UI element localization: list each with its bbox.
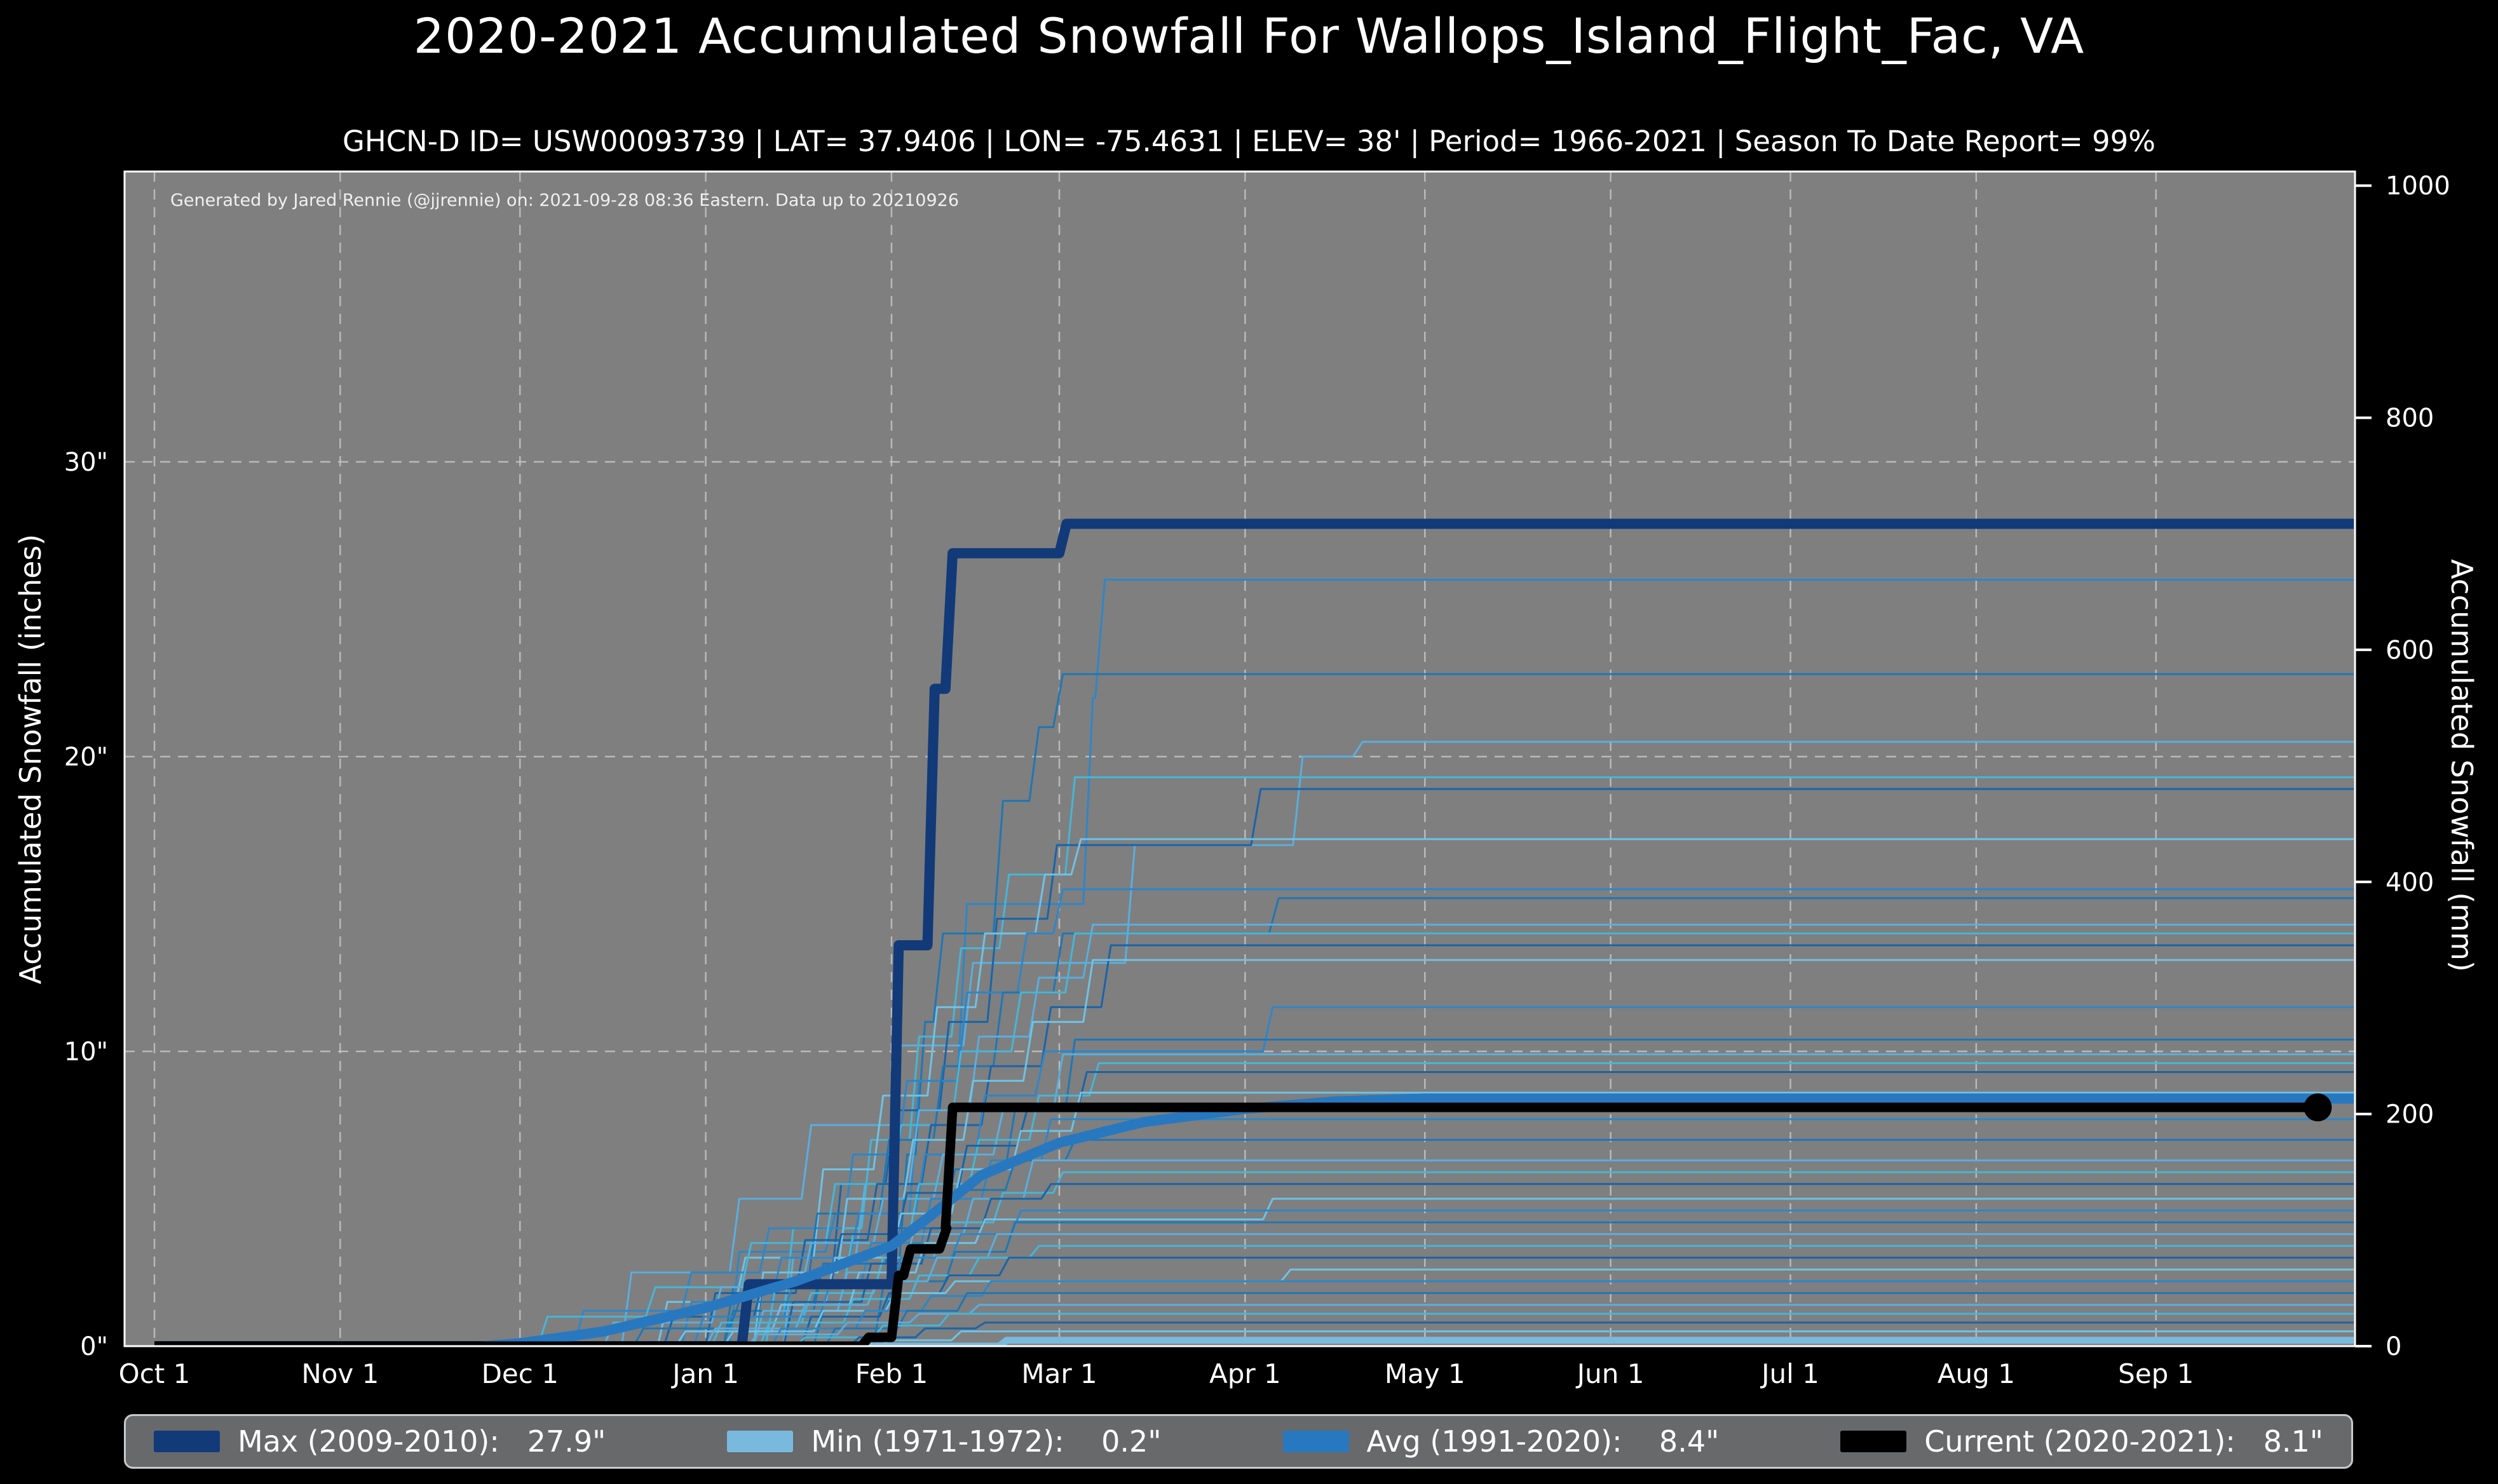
historical-season-line: [154, 888, 2354, 1346]
current-season-end-dot: [2304, 1093, 2332, 1122]
main-series-lines: [154, 518, 2354, 1346]
x-tick-label: Mar 1: [1021, 1358, 1097, 1389]
y-tick-label-mm: 800: [2386, 404, 2434, 433]
historical-season-lines: [154, 579, 2354, 1346]
legend-item-min: Min (1971-1972): 0.2": [727, 1424, 1161, 1459]
plot-panel: [125, 172, 2355, 1346]
legend-item-current: Current (2020-2021): 8.1": [1840, 1424, 2323, 1459]
y-tick-label-inches: 20": [64, 743, 108, 772]
attribution-note: Generated by Jared Rennie (@jjrennie) on…: [170, 191, 960, 210]
legend-item-max: Max (2009-2010): 27.9": [154, 1424, 606, 1459]
y-axis-ticks-inches: 0" 10" 20" 30": [64, 448, 108, 1361]
current-line-swatch: [1840, 1431, 1907, 1452]
y-tick-label-inches: 10": [64, 1037, 108, 1067]
legend-item-avg: Avg (1991-2020): 8.4": [1282, 1424, 1720, 1459]
x-tick-label: Jan 1: [670, 1358, 739, 1389]
legend-label-avg: Avg (1991-2020): 8.4": [1366, 1424, 1720, 1459]
historical-season-line: [154, 1304, 2354, 1346]
x-tick-label: Sep 1: [2118, 1358, 2194, 1389]
max-line-swatch: [154, 1431, 220, 1452]
page-title: 2020-2021 Accumulated Snowfall For Wallo…: [413, 8, 2085, 64]
y-tick-label-mm: 400: [2386, 868, 2434, 897]
y-axis-label-mm: Accumulated Snowfall (mm): [2445, 559, 2479, 972]
x-tick-label: Feb 1: [855, 1358, 928, 1389]
historical-season-line: [154, 1233, 2354, 1346]
x-tick-label: Jul 1: [1760, 1358, 1819, 1389]
plot-spines: [123, 170, 2356, 1347]
x-tick-label: Nov 1: [301, 1358, 379, 1389]
historical-season-line: [154, 1330, 2354, 1346]
x-tick-label: Dec 1: [482, 1358, 559, 1389]
current-2020-2021--line: [154, 1102, 2318, 1346]
y-axis-label-inches: Accumulated Snowfall (inches): [13, 534, 48, 985]
y-tick-label-mm: 600: [2386, 636, 2434, 665]
min-1971-1972--line: [154, 1337, 2354, 1346]
legend: Max (2009-2010): 27.9" Min (1971-1972): …: [124, 1414, 2353, 1469]
y-tick-label-inches: 30": [64, 448, 108, 477]
y-tick-label-mm: 200: [2386, 1100, 2434, 1130]
min-line-swatch: [727, 1431, 794, 1452]
x-tick-label: Oct 1: [119, 1358, 191, 1389]
legend-label-max: Max (2009-2010): 27.9": [238, 1424, 606, 1459]
y-tick-label-mm: 1000: [2386, 172, 2450, 201]
y-axis-ticks-mm: 0 200 400 600 800 1000: [2355, 172, 2450, 1361]
historical-season-line: [154, 959, 2354, 1346]
legend-label-current: Current (2020-2021): 8.1": [1924, 1424, 2323, 1459]
x-tick-label: Apr 1: [1209, 1358, 1281, 1389]
y-tick-label-inches: 0": [80, 1332, 108, 1361]
legend-label-min: Min (1971-1972): 0.2": [811, 1424, 1162, 1459]
x-tick-label: Jun 1: [1575, 1358, 1645, 1389]
x-tick-label: Aug 1: [1938, 1358, 2015, 1389]
y-tick-label-mm: 0: [2386, 1332, 2401, 1361]
station-subtitle: GHCN-D ID= USW00093739 | LAT= 37.9406 | …: [343, 125, 2155, 158]
avg-line-swatch: [1282, 1431, 1349, 1452]
x-tick-label: May 1: [1385, 1358, 1465, 1389]
historical-season-line: [154, 932, 2354, 1346]
x-axis-ticks: Oct 1 Nov 1 Dec 1 Jan 1 Feb 1 Mar 1 Apr 1 May 1…: [119, 1358, 2194, 1389]
historical-season-line: [154, 1245, 2354, 1346]
historical-season-line: [154, 1268, 2354, 1346]
gridlines: [125, 172, 2355, 1346]
